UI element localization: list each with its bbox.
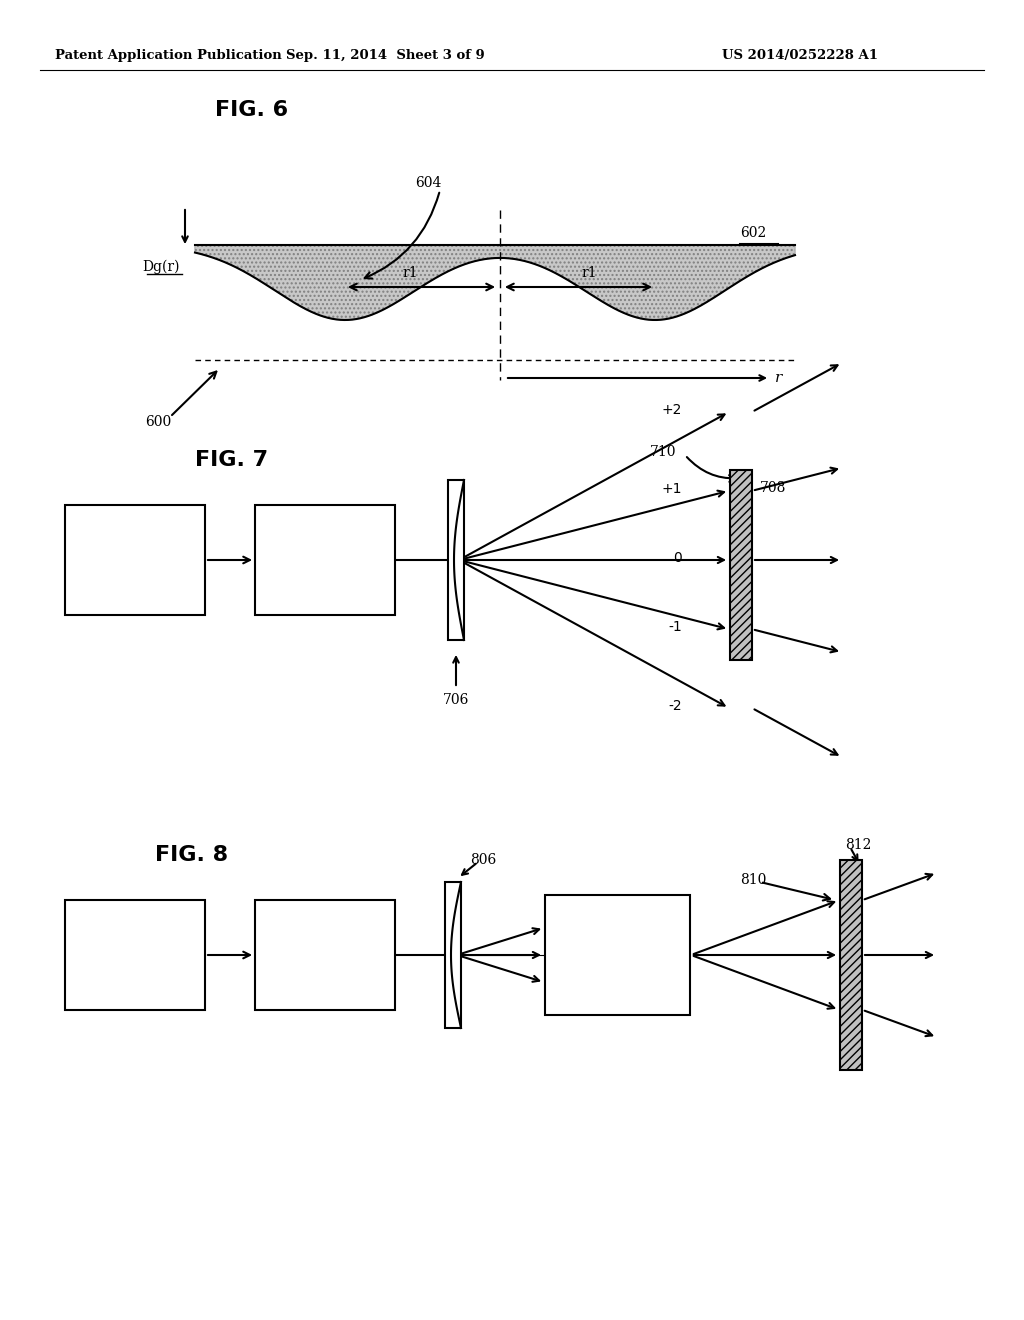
Text: 604: 604 <box>415 176 441 190</box>
Text: -2: -2 <box>669 700 682 713</box>
Text: r: r <box>775 371 782 385</box>
Text: BEAM: BEAM <box>305 545 345 558</box>
Text: E BEAM: E BEAM <box>109 540 162 554</box>
Bar <box>545 895 690 1015</box>
Text: 806: 806 <box>470 853 496 867</box>
Polygon shape <box>195 246 795 319</box>
Text: Patent Application Publication: Patent Application Publication <box>55 49 282 62</box>
Text: +2: +2 <box>662 403 682 417</box>
Text: FIG. 6: FIG. 6 <box>215 100 288 120</box>
Text: 706: 706 <box>442 693 469 708</box>
Bar <box>255 506 395 615</box>
Text: 808: 808 <box>604 972 631 986</box>
Text: SOURCE: SOURCE <box>106 950 164 964</box>
Text: 804: 804 <box>312 972 338 986</box>
Text: 704: 704 <box>312 577 338 591</box>
Text: OPTICS: OPTICS <box>300 561 350 576</box>
Text: Dg(r): Dg(r) <box>142 260 180 275</box>
Text: 812: 812 <box>845 838 871 851</box>
Text: 710: 710 <box>650 445 677 459</box>
Text: 602: 602 <box>740 226 766 240</box>
Bar <box>65 506 205 615</box>
Bar <box>255 900 395 1010</box>
Text: 702: 702 <box>122 573 148 587</box>
Text: FIG. 8: FIG. 8 <box>155 845 228 865</box>
Text: OPTICS: OPTICS <box>592 956 643 970</box>
Text: 810: 810 <box>740 873 766 887</box>
Text: r1: r1 <box>582 267 597 280</box>
Bar <box>65 900 205 1010</box>
Text: r1: r1 <box>402 267 419 280</box>
Text: 0: 0 <box>673 550 682 565</box>
Text: BEAM: BEAM <box>305 940 345 954</box>
Text: E BEAM: E BEAM <box>109 935 162 949</box>
Text: 600: 600 <box>145 414 171 429</box>
Text: US 2014/0252228 A1: US 2014/0252228 A1 <box>722 49 878 62</box>
Text: BEAM: BEAM <box>598 940 637 954</box>
Text: +1: +1 <box>662 482 682 496</box>
Bar <box>449 480 464 640</box>
Text: 802: 802 <box>122 968 148 982</box>
Text: Sep. 11, 2014  Sheet 3 of 9: Sep. 11, 2014 Sheet 3 of 9 <box>286 49 484 62</box>
Text: SOURCE: SOURCE <box>106 554 164 569</box>
Bar <box>445 882 461 1028</box>
Bar <box>840 861 862 1071</box>
Text: FIG. 7: FIG. 7 <box>195 450 268 470</box>
Text: -1: -1 <box>669 620 682 634</box>
Text: OPTICS: OPTICS <box>300 956 350 970</box>
Bar <box>730 470 752 660</box>
Text: 708: 708 <box>760 480 786 495</box>
